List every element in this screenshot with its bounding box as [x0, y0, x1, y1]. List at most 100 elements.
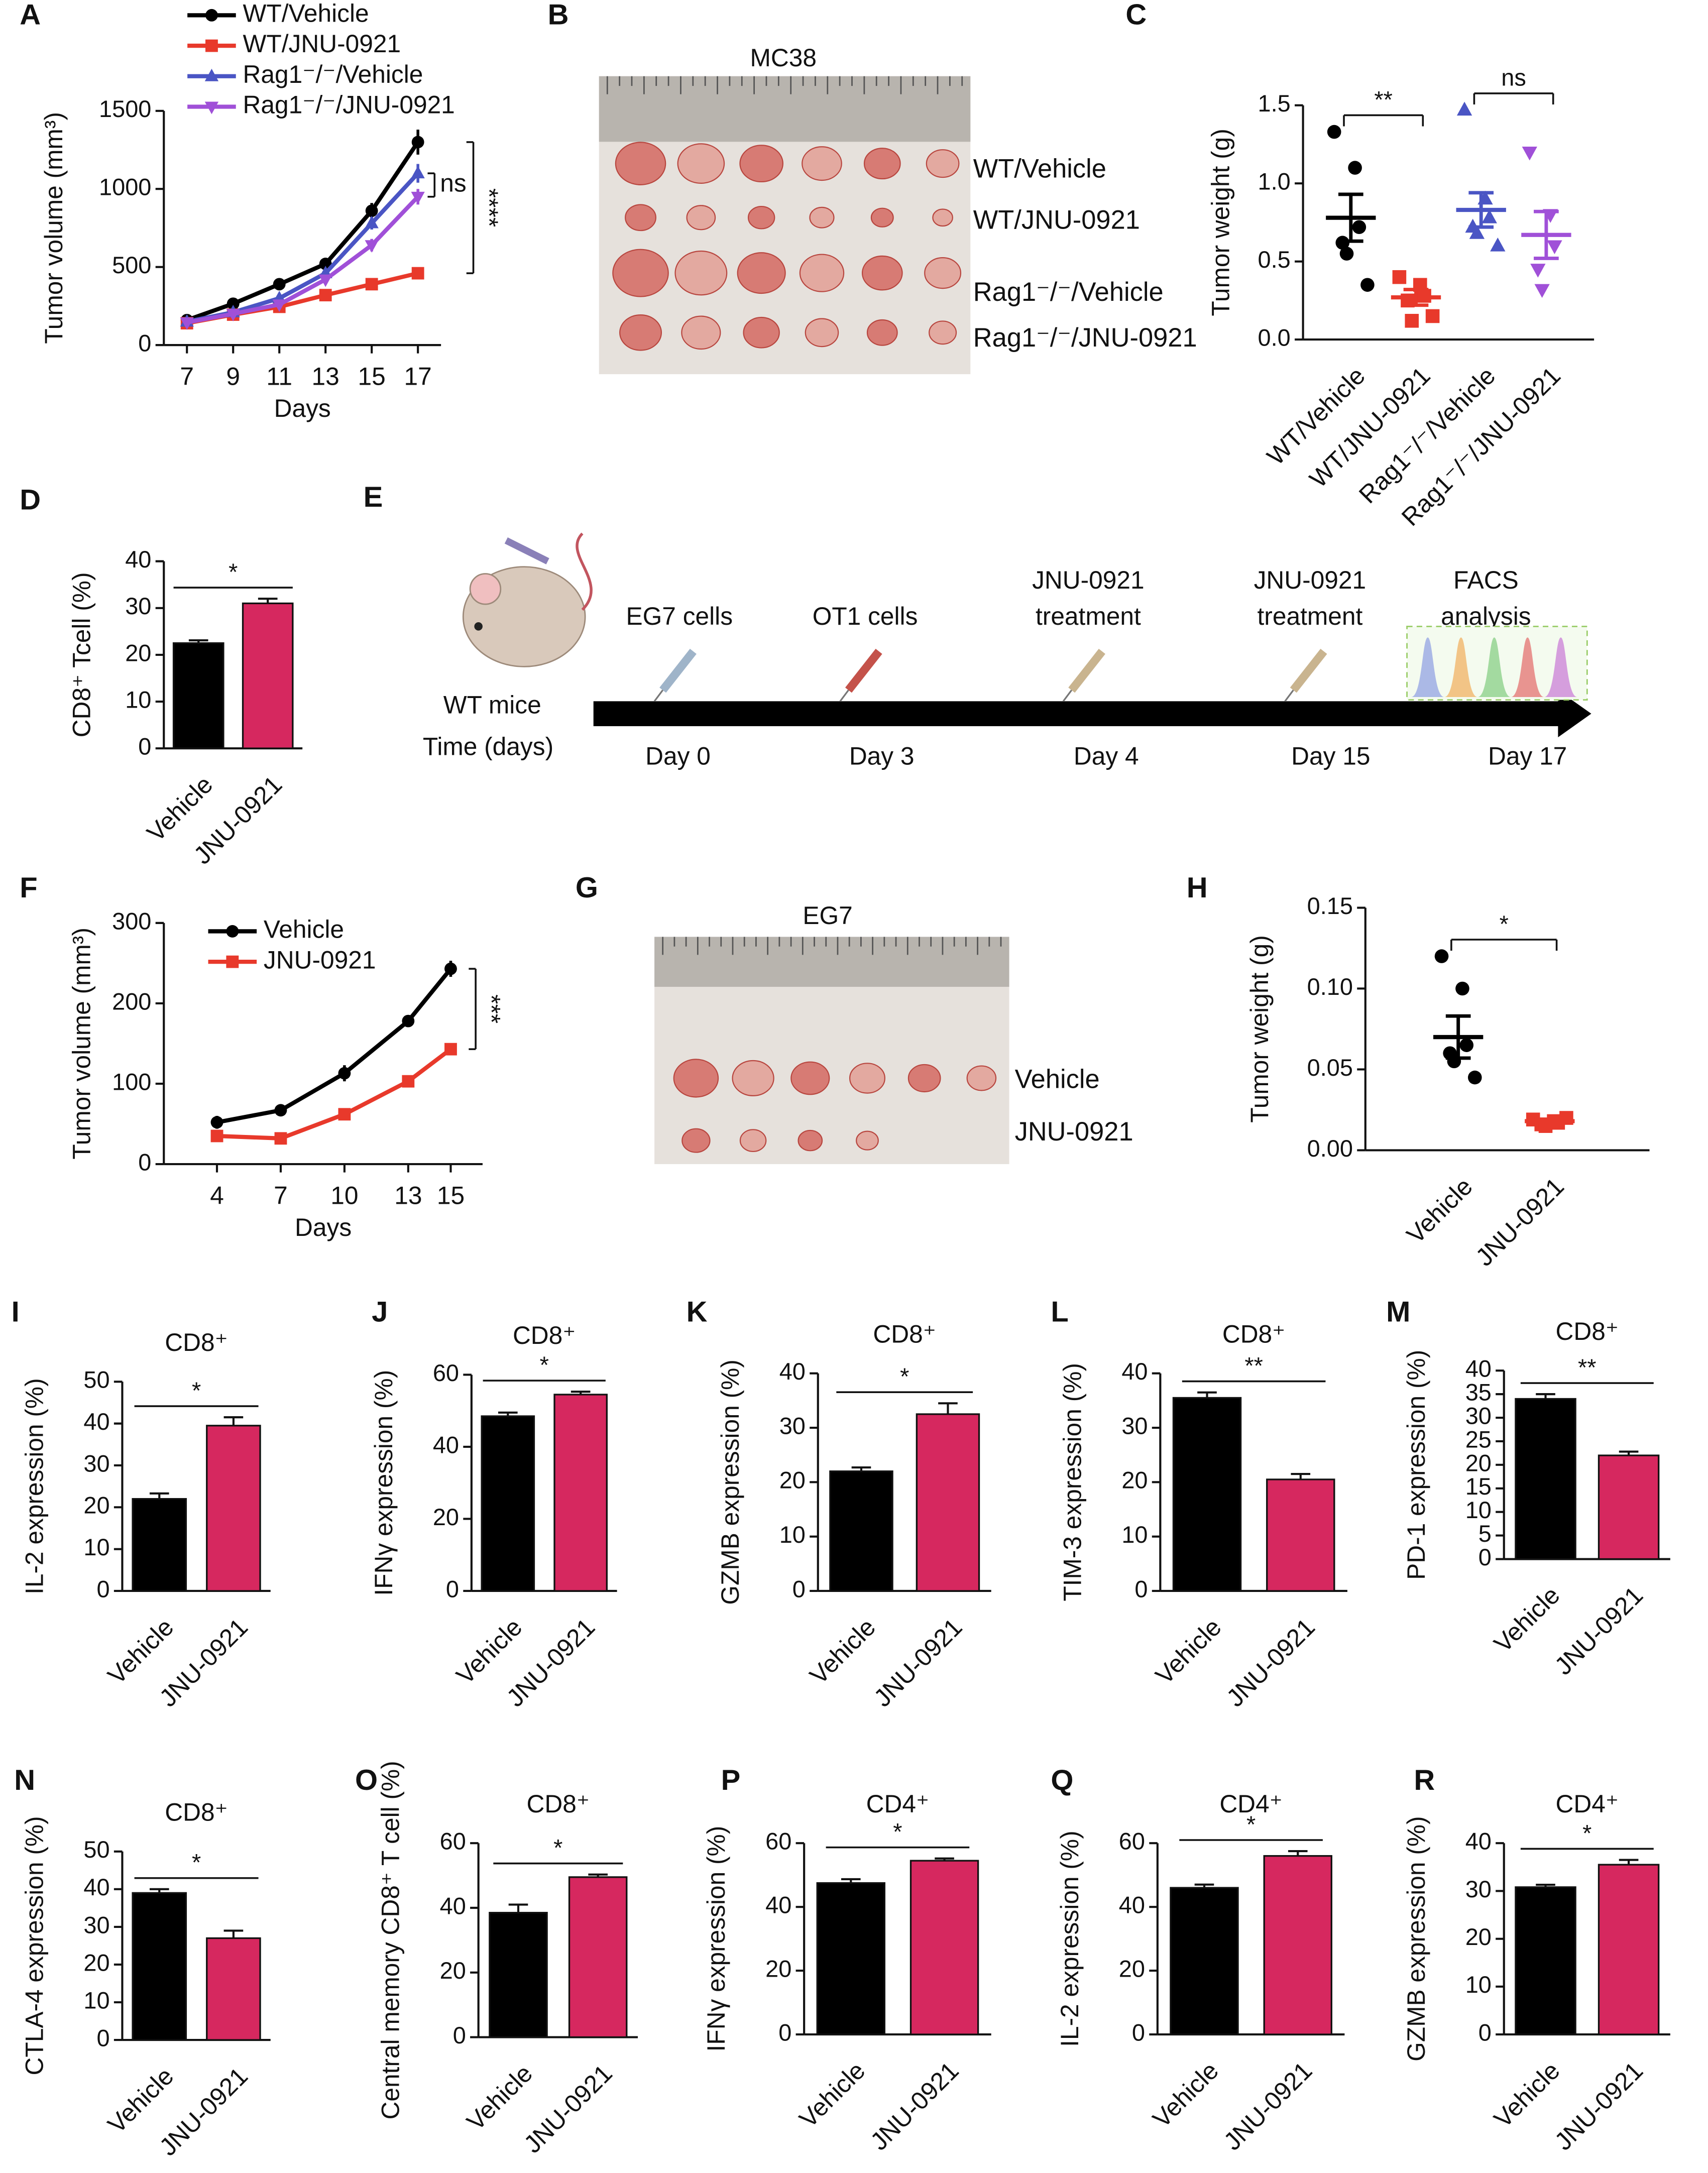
marker	[273, 278, 286, 291]
marker	[205, 9, 218, 22]
facs-peak	[1511, 637, 1544, 698]
row-label: Rag1⁻/⁻/Vehicle	[973, 278, 1164, 307]
marker	[205, 39, 218, 52]
bar	[481, 1415, 535, 1592]
marker	[402, 1075, 415, 1088]
photo-title: EG7	[803, 901, 852, 930]
tumor	[929, 320, 957, 345]
tumor	[802, 146, 842, 181]
tumor	[932, 208, 953, 227]
legend-label: Rag1⁻/⁻/Vehicle	[243, 60, 423, 88]
x-tick-label: 10	[330, 1181, 358, 1209]
marker	[1339, 247, 1354, 261]
y-tick-label: 20	[765, 1956, 791, 1982]
y-tick-label: 60	[433, 1360, 459, 1386]
significance-label: *	[192, 1378, 201, 1404]
syringe	[504, 537, 549, 564]
y-tick-label: 40	[125, 546, 151, 573]
bar	[206, 1425, 261, 1592]
marker	[1547, 240, 1562, 255]
tumor	[863, 148, 901, 180]
subject-label: WT mice	[443, 691, 541, 719]
bar	[829, 1470, 893, 1592]
significance-label: **	[1578, 1354, 1597, 1381]
y-tick-label: 0.0	[1258, 324, 1291, 351]
subtitle: CD8⁺	[527, 1790, 590, 1818]
y-tick-label: 30	[1465, 1403, 1492, 1429]
panel-letter: B	[548, 0, 569, 31]
panel-letter: C	[1125, 0, 1147, 31]
y-axis-label: PD-1 expression (%)	[1402, 1350, 1430, 1580]
panel-letter: O	[355, 1764, 378, 1796]
marker	[1425, 309, 1440, 323]
legend-label: JNU-0921	[264, 946, 376, 974]
x-axis-label: Days	[274, 394, 331, 422]
row-label: JNU-0921	[1015, 1117, 1133, 1147]
y-tick-label: 20	[1465, 1924, 1492, 1950]
marker	[365, 204, 378, 217]
marker	[204, 68, 219, 81]
y-axis-label: CTLA-4 expression (%)	[20, 1816, 48, 2075]
y-tick-label: 50	[83, 1837, 109, 1863]
x-tick-label: 7	[180, 362, 194, 390]
y-tick-label: 0	[1478, 2019, 1492, 2045]
marker	[210, 1129, 223, 1142]
tumor	[739, 1129, 767, 1153]
panel-letter: D	[20, 484, 41, 516]
marker	[1482, 209, 1497, 223]
y-tick-label: 0.00	[1307, 1135, 1353, 1162]
y-tick-label: 0	[138, 734, 151, 760]
marker	[226, 297, 240, 310]
significance-label: ***	[478, 994, 506, 1023]
y-tick-label: 40	[779, 1358, 806, 1385]
mouse-tail	[576, 532, 593, 611]
marker	[1348, 161, 1362, 175]
day-label: Day 0	[645, 742, 711, 770]
panel-letter: R	[1414, 1764, 1435, 1796]
subtitle: CD8⁺	[513, 1321, 576, 1349]
y-tick-label: 0	[453, 2022, 466, 2048]
y-tick-label: 10	[83, 1987, 109, 2013]
y-tick-label: 0	[138, 1149, 151, 1175]
timeline-arrow	[593, 701, 1564, 727]
bar	[132, 1892, 187, 2041]
significance-label: **	[1244, 1352, 1263, 1379]
marker	[226, 955, 239, 968]
step-label: OT1 cells	[813, 602, 918, 630]
day-label: Day 17	[1488, 742, 1567, 770]
facs-peak	[1477, 637, 1511, 698]
y-tick-label: 60	[765, 1828, 791, 1855]
marker	[1434, 949, 1449, 963]
marker	[365, 240, 379, 253]
legend-label: WT/Vehicle	[243, 0, 369, 27]
subtitle: CD8⁺	[165, 1328, 228, 1356]
step-label: treatment	[1258, 602, 1363, 630]
y-tick-label: 0	[138, 330, 151, 357]
marker	[274, 1104, 287, 1117]
tumor	[870, 207, 894, 227]
bar	[553, 1394, 608, 1592]
y-tick-label: 200	[112, 988, 151, 1014]
panel-letter: E	[364, 481, 383, 513]
marker	[1490, 237, 1506, 252]
axis-label: Time (days)	[423, 732, 553, 760]
y-tick-label: 500	[112, 252, 151, 278]
x-tick-label: 11	[266, 362, 292, 390]
bar	[1515, 1398, 1576, 1560]
y-tick-label: 0.05	[1307, 1055, 1353, 1081]
x-tick-label: 13	[394, 1181, 422, 1209]
y-axis-label: Tumor weight (g)	[1245, 935, 1274, 1122]
y-tick-label: 0	[792, 1576, 806, 1602]
syringe-needle	[653, 690, 664, 702]
y-tick-label: 30	[1465, 1876, 1492, 1902]
y-axis-label: Central memory CD8⁺ T cell (%)	[377, 1761, 405, 2119]
marker	[210, 1116, 223, 1129]
bar	[1263, 1855, 1332, 2035]
marker	[319, 289, 332, 302]
legend-label: Rag1⁻/⁻/JNU-0921	[243, 91, 455, 119]
y-tick-label: 50	[83, 1367, 109, 1393]
ruler	[654, 937, 1009, 987]
syringe	[659, 648, 697, 693]
day-label: Day 15	[1291, 742, 1370, 770]
